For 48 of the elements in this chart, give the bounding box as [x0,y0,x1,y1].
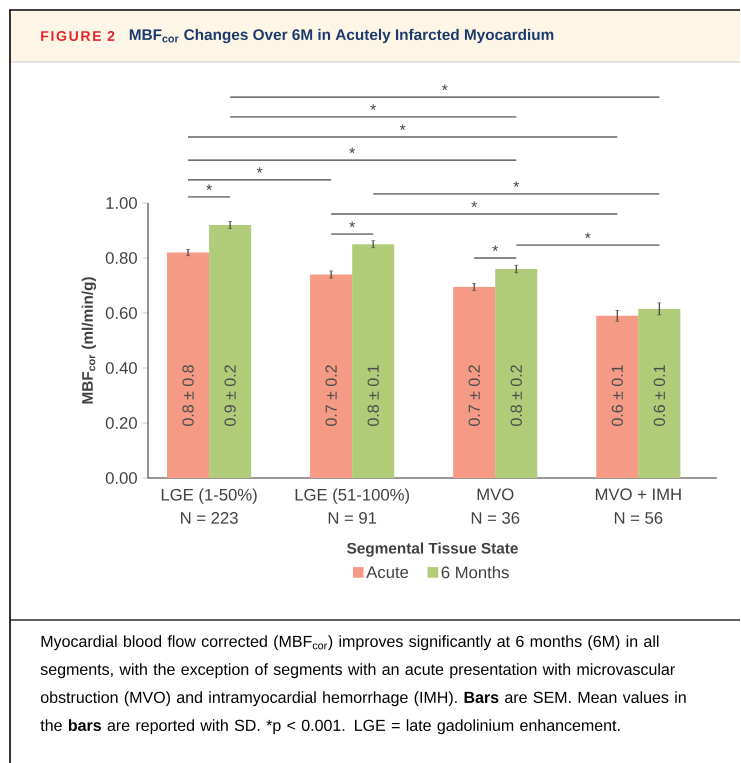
x-tick-label: MVO + IMH [596,488,681,500]
text: * [206,184,212,190]
y-tick-label: 1.00 [106,197,138,209]
text: N = 36 [472,512,520,524]
text: * [256,167,263,173]
y-axis-title: MBF$_{cor}$ (ml/min/g) [82,277,96,404]
x-tick-label: MVO [478,488,514,500]
data-label: 0.8 ± 0.2 [510,365,522,426]
y-tick-label: 0.40 [106,362,138,374]
data-label: 0.9 ± 0.2 [224,365,236,426]
data-label: 0.8 ± 0.1 [368,365,380,426]
data-label: 0.7 ± 0.2 [468,365,480,426]
text: N = 56 [615,512,663,524]
text: * [370,104,376,110]
text: N = 91 [328,512,376,524]
chart-title: FIGURE 2 [41,31,115,41]
bar [167,252,210,478]
chart-subtitle: MBF$_{cor}$ Changes Over 6M in Acutely Infarcted Myocardium [130,28,554,44]
text: * [349,148,356,154]
bar [352,244,394,478]
text: N = 223 [181,512,238,524]
x-axis-title: Segmental Tissue State [347,542,518,557]
bar [495,269,538,478]
bar [209,225,252,478]
bar [638,308,681,478]
x-tick-label: LGE (1-50%) [162,488,257,504]
y-tick-label: 0.60 [106,307,138,319]
annotation: * [472,201,478,208]
bar [596,316,638,478]
text: * [514,181,520,187]
x-tick-label: LGE (51-100%) [296,488,410,504]
annotation: * [349,221,356,228]
y-tick-label: 0.20 [106,417,138,429]
data-label: 0.6 ± 0.1 [612,365,624,426]
text: Myocardial blood flow corrected (MBF$_{cor}$) improves significantly at 6 months (6M) in all segments, with the exception of segments with an acute presentation with microvascular obstruction (MVO) and intramyocardial hemorrhage (IMH). Bars are SEM. Mean values in the bars are reported with SD. *p < 0.001. LGE = late gadolinium enhancement. [40,635,686,734]
legend-label: Acute [366,566,408,578]
text: * [442,84,448,90]
data-label: 0.6 ± 0.1 [654,365,666,426]
legend-label: 6 Months [442,566,509,578]
bar [310,274,352,478]
annotation: * [492,245,498,252]
text: * [400,124,406,130]
y-tick-label: 0.00 [106,472,138,484]
annotation: * [585,232,591,238]
data-label: 0.8 ± 0.8 [182,365,194,426]
bar [453,286,496,478]
data-label: 0.7 ± 0.2 [326,365,337,426]
y-tick-label: 0.80 [106,252,138,264]
